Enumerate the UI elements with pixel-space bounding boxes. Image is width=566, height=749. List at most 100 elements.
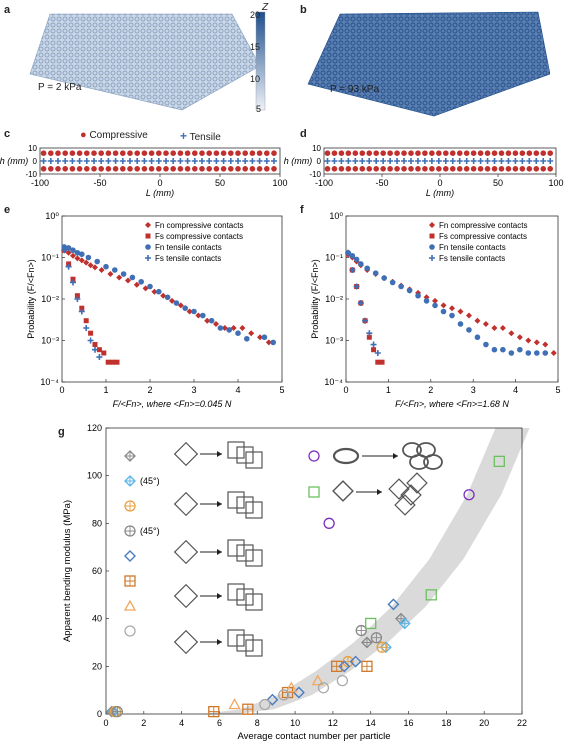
data-point [74, 249, 81, 256]
square-cluster-icon [400, 484, 422, 506]
data-point [61, 247, 68, 254]
compressive-contact-mark [134, 150, 140, 156]
lattice-unit-icon [173, 441, 199, 467]
data-point-cross [112, 706, 123, 717]
compressive-contact-mark [177, 150, 184, 156]
plot-frame [105, 427, 523, 715]
data-point [491, 346, 498, 353]
compressive-contact-mark [394, 150, 400, 156]
data-point [169, 297, 175, 304]
tensile-contact-mark [177, 158, 184, 164]
tensile-contact-mark [76, 158, 83, 164]
y-tick-label: 60 [92, 566, 102, 576]
data-point [517, 346, 523, 353]
data-point [349, 655, 362, 668]
data-point-cross [125, 451, 135, 461]
compressive-contact-mark [271, 166, 277, 172]
y-tick-label: 10⁻¹ [41, 253, 59, 263]
tensile-contact-mark [199, 158, 205, 164]
lattice-unit-icon [173, 539, 199, 565]
legend-marker [429, 233, 435, 239]
compressive-contact-mark [55, 166, 61, 172]
compressive-contact-mark [324, 150, 331, 156]
x-tick-label: 20 [479, 718, 489, 728]
data-point [142, 285, 149, 292]
legend-label: (45°) [140, 526, 160, 536]
tensile-contact-mark [387, 158, 394, 164]
panel-f-letter: f [300, 204, 304, 216]
y-tick-label: 10⁻³ [325, 336, 343, 346]
data-point [542, 341, 549, 348]
x-tick-label: 10 [290, 718, 300, 728]
compressive-contact-mark [199, 166, 205, 172]
x-axis-label: F/<Fn>, where <Fn>=1.68 N [395, 399, 509, 409]
legend-label: Fs compressive contacts [439, 232, 527, 241]
legend-marker [429, 222, 435, 228]
compressive-contact-mark [69, 150, 76, 156]
legend-marker [145, 244, 151, 250]
compressive-contact-mark [512, 166, 519, 172]
data-point [125, 277, 131, 284]
compressive-contact-mark [84, 166, 90, 172]
sample-rendering-a [29, 13, 261, 111]
tensile-contact-mark [191, 158, 198, 164]
compressive-contact-mark [498, 166, 505, 172]
data-point [440, 302, 447, 309]
tensile-contact-mark [40, 158, 47, 164]
data-point-cross [399, 618, 410, 629]
data-point [124, 625, 136, 637]
compressive-contact-mark [338, 150, 345, 156]
tensile-contact-mark [98, 158, 105, 164]
tensile-contact-mark [170, 158, 177, 164]
y-tick-label: -10 [25, 170, 37, 179]
tensile-contact-mark [55, 158, 61, 164]
data-point-cross [125, 501, 135, 511]
tensile-contact-mark [213, 158, 220, 164]
data-point [516, 334, 523, 341]
data-point [103, 263, 109, 270]
tensile-contact-mark [141, 158, 148, 164]
compressive-contact-mark [352, 150, 359, 156]
compressive-contact-mark [387, 166, 393, 172]
legend-marker [145, 222, 151, 228]
tensile-contact-mark [359, 158, 366, 164]
legend-label: Fs tensile contacts [439, 254, 505, 263]
data-point [124, 550, 136, 562]
legend-marker [145, 255, 151, 261]
compressive-contact-mark [415, 166, 421, 172]
compressive-contact-mark [235, 166, 241, 172]
compressive-contact-mark [256, 150, 263, 156]
data-point [65, 245, 72, 251]
y-tick-label: 100 [87, 471, 102, 481]
compressive-contact-mark [456, 150, 463, 156]
tensile-contact-mark [435, 158, 442, 164]
data-point [323, 517, 335, 529]
legend-label: Fn tensile contacts [439, 243, 506, 252]
data-point [88, 330, 94, 336]
x-tick-label: 6 [217, 718, 222, 728]
tensile-contact-mark [491, 158, 498, 164]
x-tick-label: 2 [428, 385, 433, 395]
x-tick-label: 5 [555, 385, 560, 395]
lattice-unit-icon [173, 491, 199, 517]
compressive-contact-mark [512, 150, 519, 156]
compressive-contact-mark [148, 150, 155, 156]
data-point [151, 288, 158, 295]
compressive-contact-mark [192, 166, 198, 172]
data-point-cross [125, 526, 135, 536]
tensile-contact-mark [470, 158, 477, 164]
data-point [65, 249, 72, 256]
y-axis-label: h (mm) [284, 156, 312, 166]
compressive-contact-mark [345, 150, 352, 156]
tensile-contact-mark [119, 158, 126, 164]
x-tick-label: 1 [103, 385, 108, 395]
data-point [107, 271, 114, 278]
x-tick-label: 16 [404, 718, 414, 728]
data-point-cross [377, 642, 388, 653]
data-point [533, 339, 540, 346]
compressive-contact-mark [408, 166, 414, 172]
chart-g: 0 2 4 6 8 10 12 14 16 18 20 22 0 20 40 60 80 100 120 Averag… [62, 423, 530, 742]
tensile-contact-mark [463, 158, 470, 164]
data-point [499, 325, 506, 332]
compressive-contact-mark [547, 150, 553, 156]
